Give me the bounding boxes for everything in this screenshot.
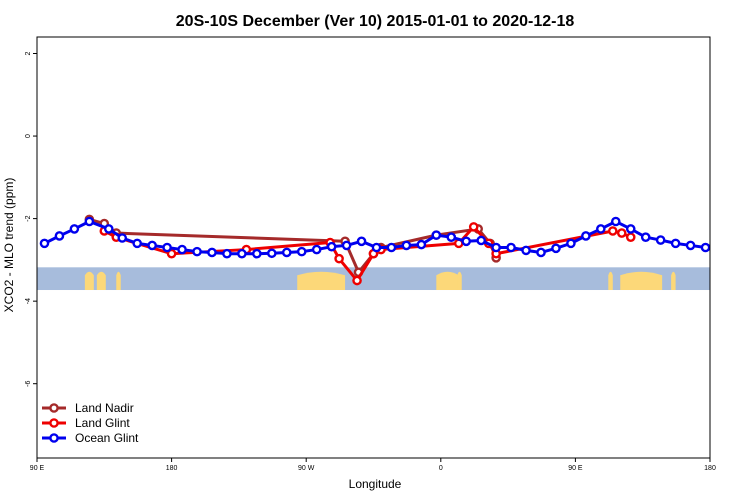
legend-item-land-nadir: Land Nadir [42,401,134,415]
series-layer [39,214,710,286]
y-tick-label: -4 [25,298,32,304]
land-glint-point [625,232,636,242]
ocean-glint-point [162,242,172,253]
ocean-glint-point [326,241,337,252]
ocean-glint-point [625,224,636,234]
ocean-glint-point [506,242,516,253]
series-ocean-glint [39,216,710,259]
land-segment [96,271,106,291]
ocean-glint-point [341,240,352,251]
ocean-glint-point [640,232,651,242]
ocean-glint-point [536,247,546,258]
ocean-glint-point [685,240,696,251]
ocean-glint-point [267,248,277,259]
x-tick-label: 90 W [298,465,315,472]
legend-label: Land Nadir [75,401,134,415]
ocean-glint-point [117,233,128,243]
x-tick-label: 90 E [30,465,45,472]
ocean-glint-point [84,216,95,227]
x-tick-label: 0 [439,465,443,472]
land-glint-point [616,228,627,238]
x-axis-label: Longitude [349,477,402,491]
ocean-glint-point [147,240,157,251]
land-segment [116,271,121,291]
x-tick-label: 180 [704,465,716,472]
ocean-glint-point [281,247,292,258]
ocean-glint-point [39,238,50,249]
ocean-glint-point [416,239,427,250]
ocean-glint-point [521,245,531,256]
ocean-glint-point [655,235,666,245]
land-glint-point [468,222,479,232]
ocean-glint-point [476,235,486,246]
ocean-glint-point [386,242,397,253]
land-segment [457,271,462,291]
ocean-glint-point [491,242,501,253]
ocean-glint-point [371,242,382,253]
ocean-glint-point [700,242,710,253]
ocean-glint-point [461,236,472,247]
ocean-glint-point [207,247,217,258]
y-tick-label: 2 [25,51,32,55]
ocean-glint-point [566,238,576,249]
ocean-glint-point [356,236,367,247]
land-glint-point [607,226,618,236]
y-axis-label: XCO2 - MLO trend (ppm) [2,178,16,313]
land-segment [671,271,676,291]
ocean-glint-point [69,224,80,234]
legend-marker [49,403,59,413]
legend-marker [49,418,59,428]
x-tick-label: 90 E [568,465,583,472]
ocean-glint-point [431,230,442,240]
land-ocean-band [37,267,710,291]
land-glint-point [166,248,177,259]
y-tick-label: -2 [25,215,32,221]
x-axis: 90 E 180 90 W 0 90 E 180 [30,458,716,472]
legend-label: Ocean Glint [75,431,139,445]
ocean-glint-point [596,224,606,234]
land-segment [608,271,613,291]
land-glint-point [352,275,362,286]
ocean-glint-point [192,246,202,257]
legend-item-ocean-glint: Ocean Glint [42,431,139,445]
chart-title: 20S-10S December (Ver 10) 2015-01-01 to … [176,13,575,30]
ocean-glint-point [610,216,621,227]
ocean-glint-point [222,248,232,259]
ocean-glint-point [446,232,457,242]
ocean-glint-point [54,231,65,241]
ocean-glint-point [401,240,412,251]
ocean-glint-point [296,246,307,257]
ocean-glint-point [311,244,322,255]
ocean-glint-point [252,248,262,259]
land-glint-point [334,253,344,264]
ocean-glint-point [132,238,143,249]
ocean-glint-point [551,243,561,254]
land-segment [436,271,459,291]
ocean-glint-point [103,224,114,234]
legend-label: Land Glint [75,416,130,430]
ocean-glint-point [581,231,591,241]
ocean-glint-point [237,248,247,259]
x-tick-label: 180 [166,465,178,472]
land-segment [84,271,94,291]
y-axis: 2 0 -2 -4 -6 [25,51,37,387]
y-tick-label: -6 [25,380,32,386]
y-tick-label: 0 [25,134,32,138]
legend-marker [49,433,59,443]
ocean-glint-point [177,244,187,255]
ocean-band [37,267,710,291]
land-segment [297,271,346,291]
ocean-glint-point [670,238,681,249]
land-segment [620,271,663,291]
legend-item-land-glint: Land Glint [42,416,130,430]
plot-frame [36,36,711,459]
